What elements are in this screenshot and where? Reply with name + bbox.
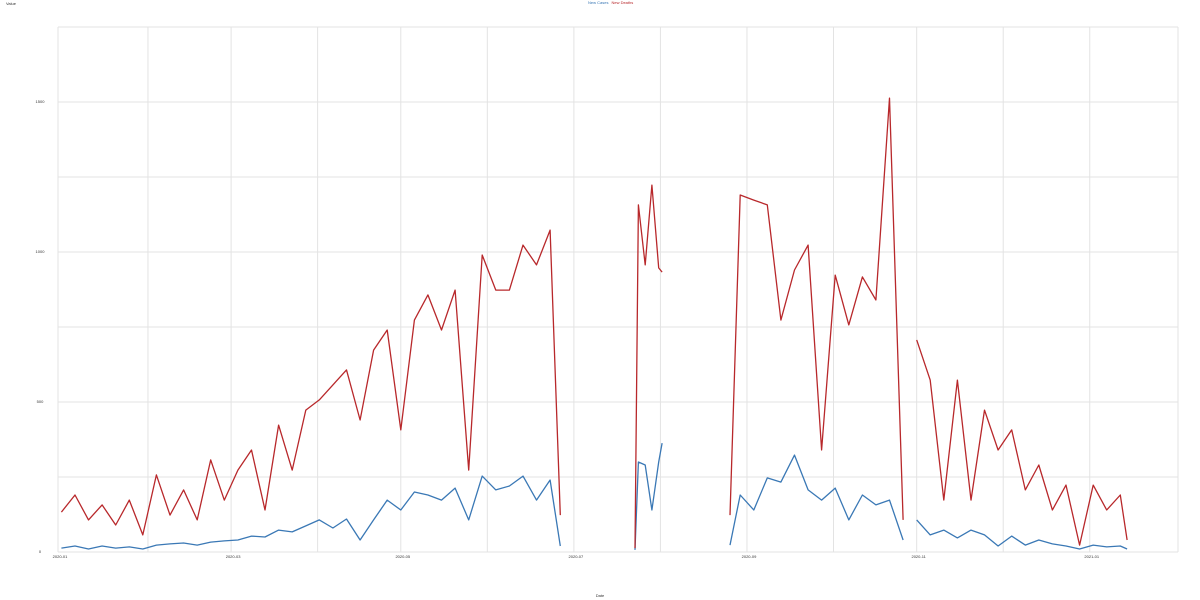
x-tick-label: 2020-03 <box>226 554 241 559</box>
y-axis-title: Value <box>6 1 17 6</box>
x-tick-label: 2020-01 <box>53 554 68 559</box>
x-tick-label: 2020-11 <box>911 554 926 559</box>
x-tick-label: 2020-05 <box>395 554 410 559</box>
y-tick-label: 0 <box>39 549 42 554</box>
x-tick-label: 2020-09 <box>742 554 757 559</box>
y-tick-label: 1500 <box>36 99 46 104</box>
x-tick-label: 2021-01 <box>1084 554 1099 559</box>
legend-label: New Cases <box>588 0 608 5</box>
legend-label: New Deaths <box>611 0 633 5</box>
x-tick-label: 2020-07 <box>569 554 584 559</box>
x-axis-title: Date <box>596 593 605 598</box>
series-line <box>60 97 1128 549</box>
legend: New Cases New Deaths <box>588 0 633 5</box>
y-tick-label: 500 <box>37 399 44 404</box>
series-line <box>61 442 1128 550</box>
y-tick-label: 1000 <box>36 249 46 254</box>
